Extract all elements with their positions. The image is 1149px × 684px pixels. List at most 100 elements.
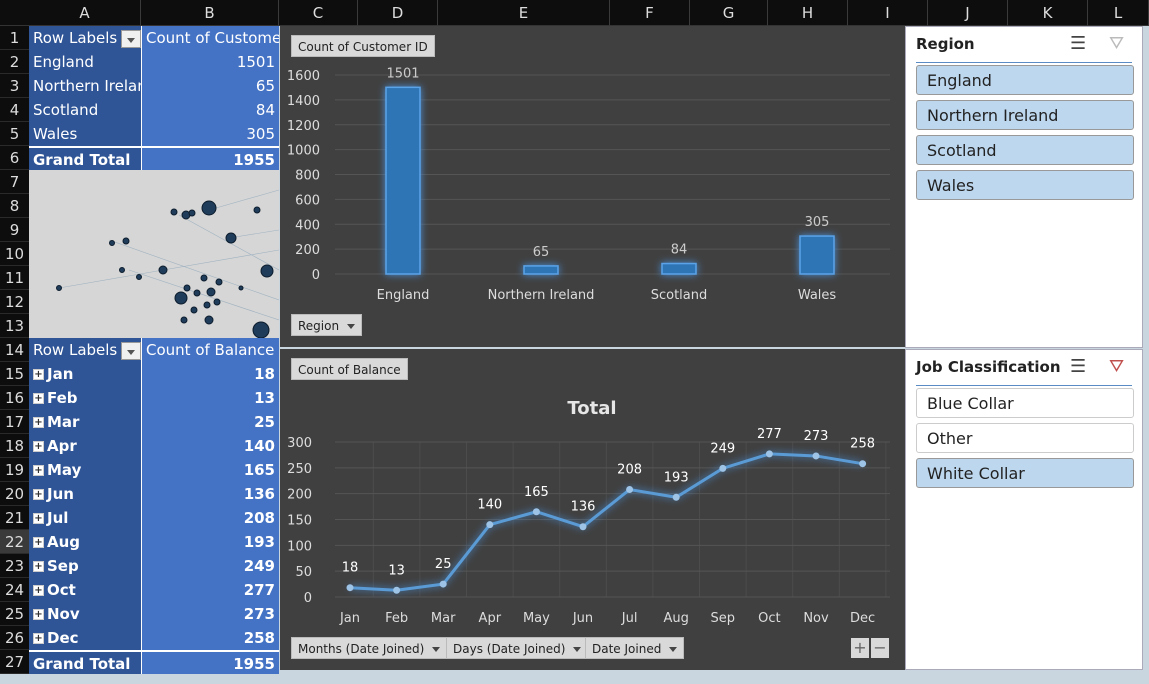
expand-icon[interactable]: + <box>33 489 44 500</box>
pivot1-row-labels-header[interactable]: Row Labels <box>29 26 141 50</box>
row-header[interactable]: 3 <box>0 74 29 98</box>
column-header[interactable]: L <box>1088 0 1149 26</box>
row-header[interactable]: 17 <box>0 410 29 434</box>
row-header[interactable]: 7 <box>0 170 29 194</box>
pivot-row-value[interactable]: 84 <box>141 98 279 122</box>
pivot-row-label[interactable]: Northern Ireland <box>29 74 141 98</box>
grand-total-value[interactable]: 1955 <box>141 146 279 170</box>
pivot-row-label[interactable]: + Oct <box>29 578 141 602</box>
pivot-row-label[interactable]: + Dec <box>29 626 141 650</box>
multi-select-icon[interactable]: ☰ <box>1070 33 1087 54</box>
column-header[interactable]: K <box>1008 0 1088 26</box>
row-header[interactable]: 4 <box>0 98 29 122</box>
slicer-item[interactable]: Northern Ireland <box>916 100 1134 130</box>
pivot-row-value[interactable]: 140 <box>141 434 279 458</box>
expand-icon[interactable]: + <box>33 537 44 548</box>
balance-line-chart[interactable]: Count of Balance Total Jan Feb Mar Apr May Jun… <box>280 349 905 670</box>
row-header[interactable]: 16 <box>0 386 29 410</box>
row-header[interactable]: 27 <box>0 650 29 674</box>
days-field-button[interactable]: Days (Date Joined) <box>446 637 589 659</box>
pivot-row-label[interactable]: + Aug <box>29 530 141 554</box>
pivot-row-label[interactable]: Scotland <box>29 98 141 122</box>
column-header[interactable]: A <box>29 0 141 26</box>
pivot1-value-header[interactable]: Count of Customer ID <box>141 26 279 50</box>
column-header[interactable]: H <box>768 0 848 26</box>
row-header[interactable]: 15 <box>0 362 29 386</box>
column-header[interactable]: F <box>610 0 690 26</box>
expand-icon[interactable]: + <box>33 609 44 620</box>
pivot-row-value[interactable]: 273 <box>141 602 279 626</box>
pivot-row-label[interactable]: + Mar <box>29 410 141 434</box>
row-header[interactable]: 12 <box>0 290 29 314</box>
row-header[interactable]: 5 <box>0 122 29 146</box>
row-header[interactable]: 22 <box>0 530 29 554</box>
column-header[interactable]: D <box>358 0 438 26</box>
pivot-row-value[interactable]: 65 <box>141 74 279 98</box>
column-header[interactable]: J <box>928 0 1008 26</box>
row-header[interactable]: 10 <box>0 242 29 266</box>
pivot-row-value[interactable]: 208 <box>141 506 279 530</box>
row-header[interactable]: 14 <box>0 338 29 362</box>
row-header[interactable]: 1 <box>0 26 29 50</box>
expand-icon[interactable]: + <box>33 417 44 428</box>
column-header[interactable]: I <box>848 0 928 26</box>
expand-icon[interactable]: + <box>33 561 44 572</box>
row-header[interactable]: 23 <box>0 554 29 578</box>
row-header[interactable]: 20 <box>0 482 29 506</box>
pivot-row-label[interactable]: + Feb <box>29 386 141 410</box>
column-header[interactable]: B <box>141 0 279 26</box>
row-header[interactable]: 6 <box>0 146 29 170</box>
pivot-row-value[interactable]: 277 <box>141 578 279 602</box>
value-field-button[interactable]: Count of Balance <box>291 358 408 380</box>
multi-select-icon[interactable]: ☰ <box>1070 356 1087 377</box>
filter-dropdown-icon[interactable] <box>121 341 141 360</box>
slicer-item[interactable]: Scotland <box>916 135 1134 165</box>
row-header[interactable]: 8 <box>0 194 29 218</box>
pivot-row-value[interactable]: 165 <box>141 458 279 482</box>
row-header[interactable]: 21 <box>0 506 29 530</box>
clear-filter-icon[interactable]: ⛛ <box>1109 33 1125 54</box>
column-header[interactable]: G <box>690 0 768 26</box>
expand-icon[interactable]: + <box>33 441 44 452</box>
expand-icon[interactable]: + <box>33 393 44 404</box>
pivot-row-value[interactable]: 1501 <box>141 50 279 74</box>
pivot-row-value[interactable]: 258 <box>141 626 279 650</box>
expand-icon[interactable]: + <box>33 465 44 476</box>
pivot-row-label[interactable]: + Jan <box>29 362 141 386</box>
pivot-row-label[interactable]: + Sep <box>29 554 141 578</box>
slicer-item[interactable]: England <box>916 65 1134 95</box>
slicer-item[interactable]: Blue Collar <box>916 388 1134 418</box>
row-header[interactable]: 13 <box>0 314 29 338</box>
expand-icon[interactable]: + <box>33 585 44 596</box>
pivot-row-label[interactable]: + Nov <box>29 602 141 626</box>
expand-icon[interactable]: + <box>33 513 44 524</box>
pivot-row-label[interactable]: + Jun <box>29 482 141 506</box>
grand-total-value[interactable]: 1955 <box>141 650 279 674</box>
slicer-item[interactable]: Wales <box>916 170 1134 200</box>
months-field-button[interactable]: Months (Date Joined) <box>291 637 448 659</box>
pivot-row-label[interactable]: + Apr <box>29 434 141 458</box>
pivot-row-value[interactable]: 305 <box>141 122 279 146</box>
pivot-row-label[interactable]: + Jul <box>29 506 141 530</box>
expand-icon[interactable]: + <box>33 369 44 380</box>
filter-dropdown-icon[interactable] <box>121 29 141 48</box>
job-classification-slicer[interactable]: Job Classification ☰ ⛛ Blue Collar Other W… <box>905 349 1143 670</box>
row-header[interactable]: 24 <box>0 578 29 602</box>
region-slicer[interactable]: Region ☰ ⛛ England Northern Ireland Scotla… <box>905 26 1143 348</box>
grand-total-label[interactable]: Grand Total <box>29 146 141 170</box>
expand-icon[interactable]: + <box>33 633 44 644</box>
region-axis-field-button[interactable]: Region <box>291 314 363 336</box>
column-header[interactable]: C <box>279 0 358 26</box>
pivot-row-value[interactable]: 193 <box>141 530 279 554</box>
slicer-item[interactable]: White Collar <box>916 458 1134 488</box>
row-header[interactable]: 26 <box>0 626 29 650</box>
row-header[interactable]: 11 <box>0 266 29 290</box>
pivot-row-value[interactable]: 25 <box>141 410 279 434</box>
grand-total-label[interactable]: Grand Total <box>29 650 141 674</box>
column-header[interactable]: E <box>438 0 610 26</box>
pivot2-row-labels-header[interactable]: Row Labels <box>29 338 141 362</box>
pivot-row-label[interactable]: + May <box>29 458 141 482</box>
pivot-row-label[interactable]: Wales <box>29 122 141 146</box>
pivot-row-value[interactable]: 18 <box>141 362 279 386</box>
row-header[interactable]: 18 <box>0 434 29 458</box>
